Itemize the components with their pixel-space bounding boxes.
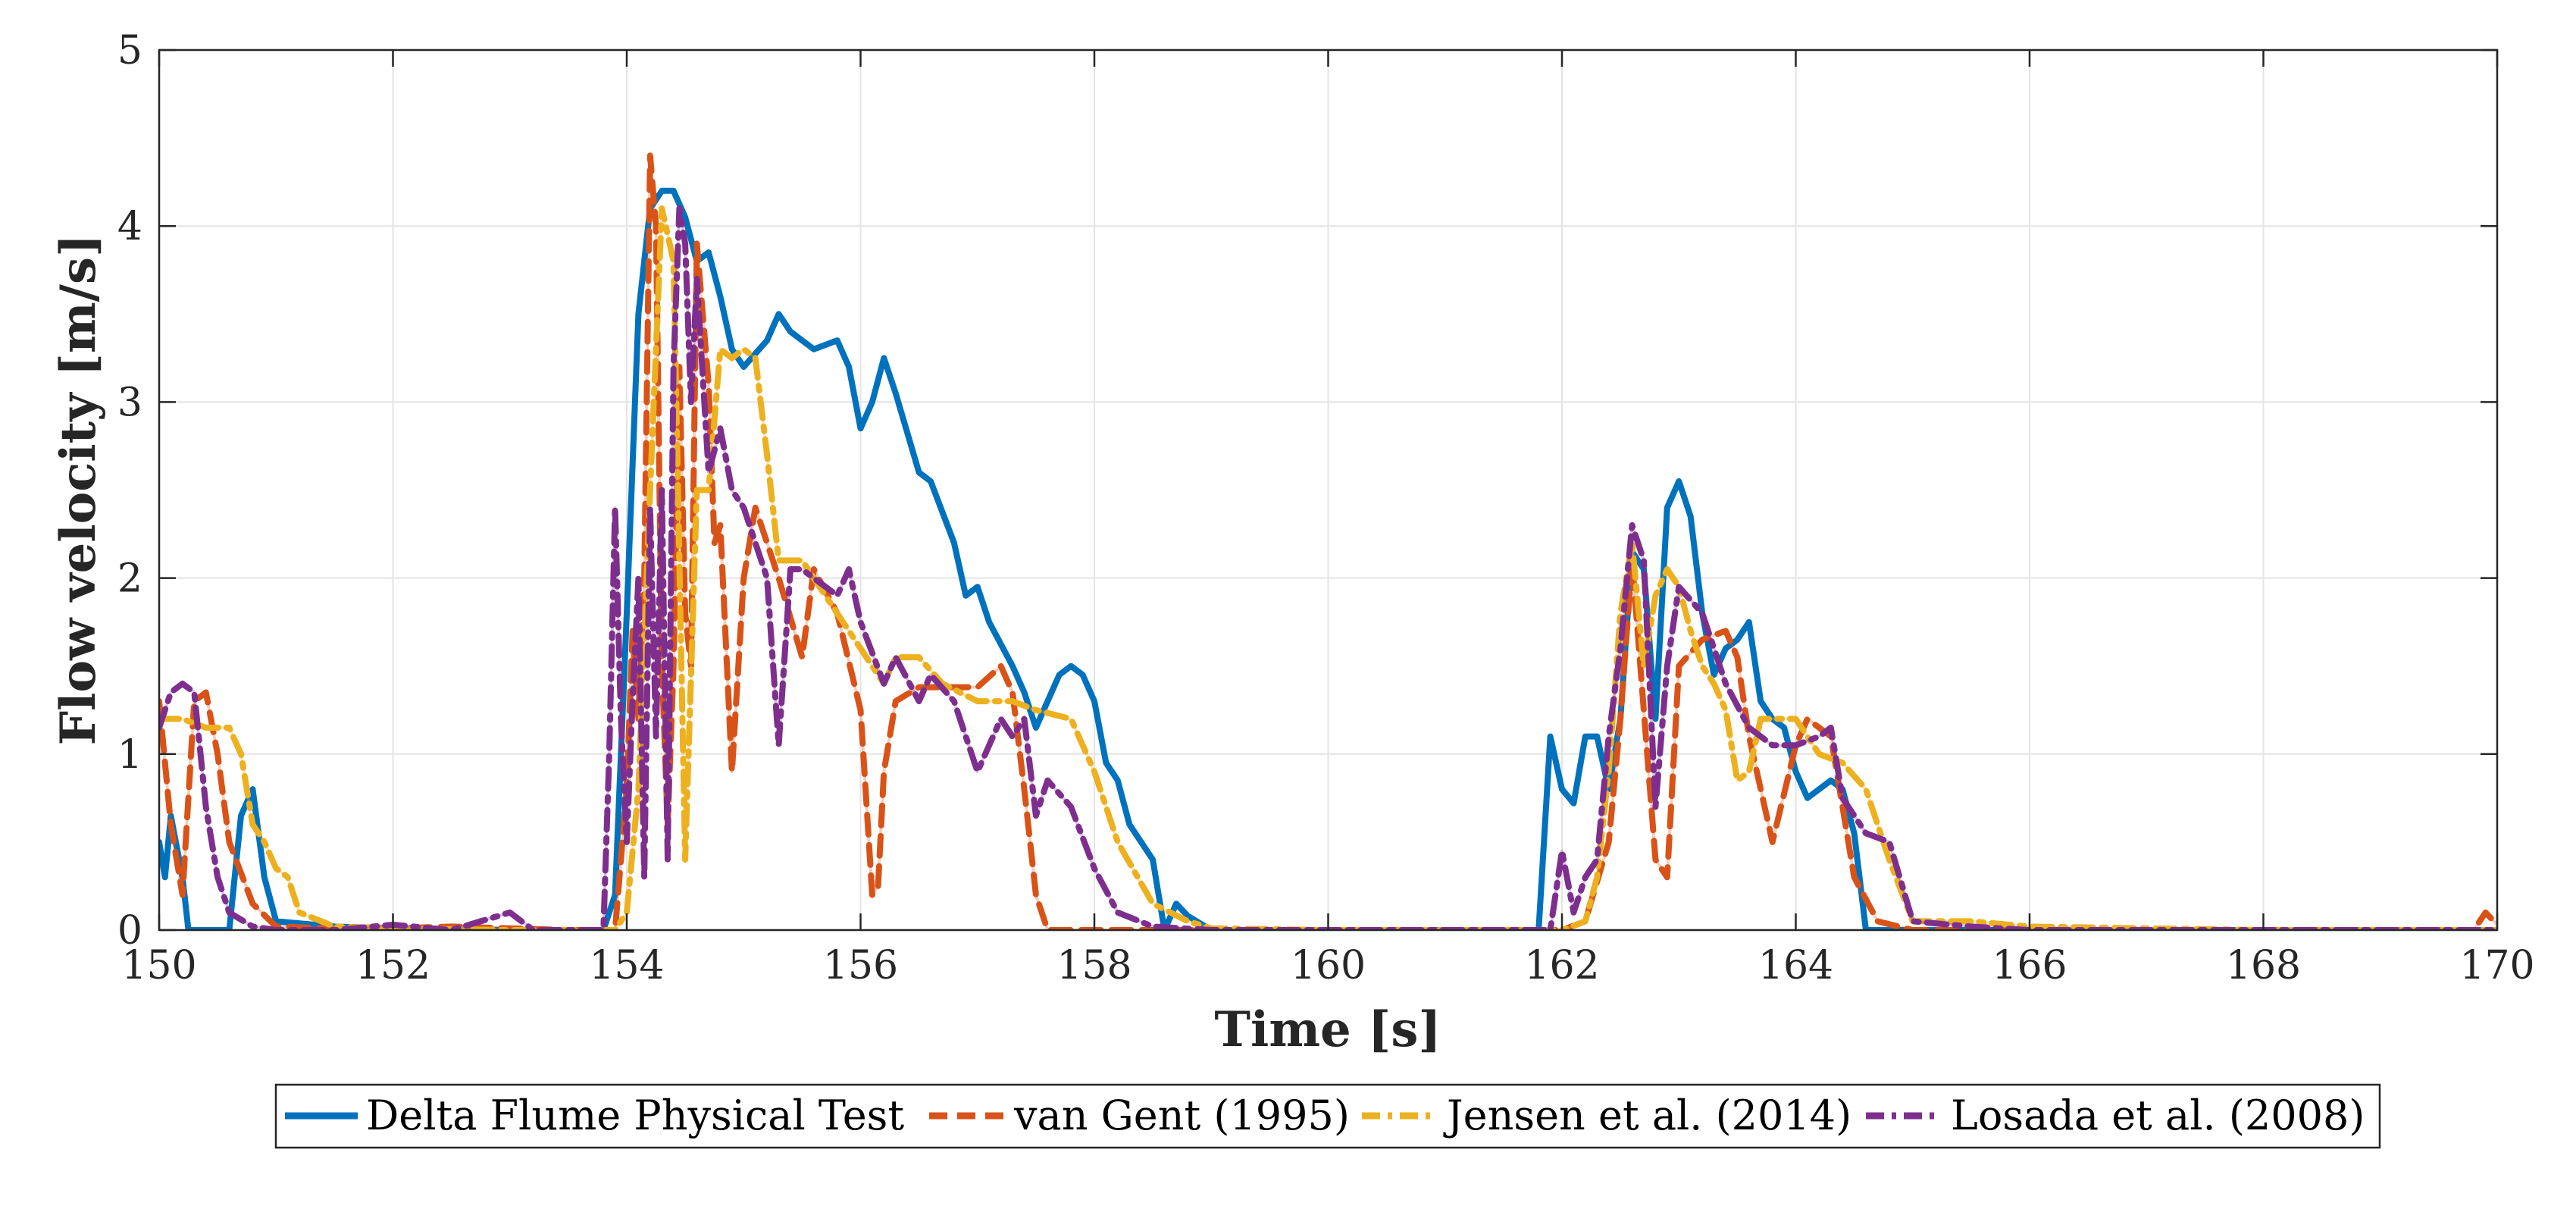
x-tick-label: 160: [1291, 943, 1366, 988]
legend: Delta Flume Physical Test van Gent (1995…: [274, 1083, 2381, 1149]
y-tick-label: 5: [117, 28, 142, 74]
series-layer: [159, 152, 2497, 930]
legend-label-jensen: Jensen et al. (2014): [1443, 1092, 1851, 1139]
grid: [159, 50, 2497, 930]
y-tick-label: 3: [117, 380, 142, 425]
x-tick-label: 152: [355, 943, 430, 988]
series-line-delta-flume-physical-test: [159, 187, 2497, 930]
legend-label-delta-flume: Delta Flume Physical Test: [366, 1092, 904, 1139]
x-axis-title: Time [s]: [1214, 1001, 1441, 1058]
x-tick-label: 168: [2226, 943, 2301, 988]
y-axis-title: Flow velocity [m/s]: [50, 234, 107, 746]
x-tick-label: 170: [2459, 943, 2534, 988]
x-tick-label: 154: [589, 943, 664, 988]
series-line-van-gent-1995: [159, 152, 2497, 930]
y-tick-label: 2: [117, 556, 142, 602]
x-tick-label: 166: [1992, 943, 2067, 988]
x-tick-label: 164: [1758, 943, 1833, 988]
y-tick-label: 0: [117, 908, 142, 954]
tick-labels: 150 152 154 156 158 160 162 164 166 168 170 0 1 2 3 4 5: [117, 28, 2535, 988]
legend-label-van-gent: van Gent (1995): [1013, 1092, 1350, 1139]
legend-label-losada: Losada et al. (2008): [1951, 1092, 2365, 1139]
ticks: [158, 49, 2499, 932]
y-tick-label: 4: [117, 204, 142, 249]
x-tick-label: 162: [1524, 943, 1599, 988]
legend-box: [274, 1083, 2381, 1149]
x-tick-label: 158: [1056, 943, 1131, 988]
x-tick-label: 156: [823, 943, 898, 988]
x-tick-label: 150: [121, 943, 196, 988]
series-line-jensen-et-al-2014: [159, 205, 2497, 930]
series-line-losada-et-al-2008: [159, 205, 2497, 930]
y-tick-label: 1: [117, 732, 142, 778]
